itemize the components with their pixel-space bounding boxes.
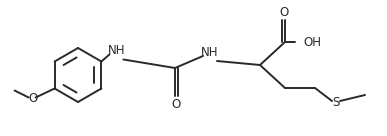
Text: OH: OH <box>303 35 321 49</box>
Text: O: O <box>171 98 181 110</box>
Text: NH: NH <box>201 46 219 58</box>
Text: S: S <box>332 97 340 109</box>
Text: O: O <box>28 92 37 105</box>
Text: NH: NH <box>108 44 125 57</box>
Text: O: O <box>279 7 289 19</box>
